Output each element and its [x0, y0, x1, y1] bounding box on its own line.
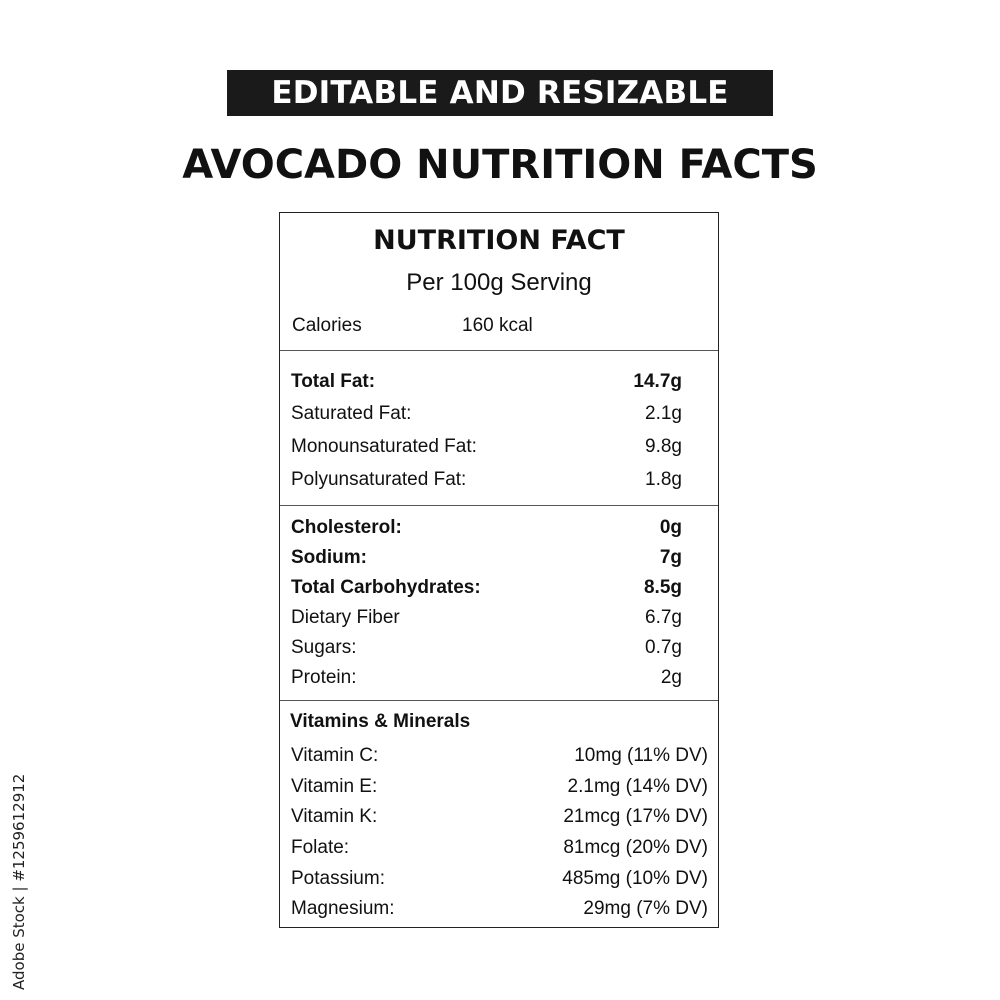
- vitamin-row: Vitamin K: 21mcg (17% DV): [280, 802, 718, 832]
- vitamin-value: 29mg (7% DV): [583, 898, 708, 919]
- nutrient-name: Polyunsaturated Fat:: [291, 469, 467, 490]
- nutrition-label: NUTRITION FACT Per 100g Serving Calories…: [279, 212, 719, 928]
- vitamin-value: 2.1mg (14% DV): [567, 776, 708, 797]
- label-header: NUTRITION FACT Per 100g Serving Calories…: [280, 213, 718, 351]
- nutrient-row: Sodium: 7g: [280, 543, 718, 573]
- nutrient-value: 7g: [659, 547, 682, 568]
- vitamin-value: 21mcg (17% DV): [563, 806, 708, 827]
- editable-banner: EDITABLE AND RESIZABLE: [227, 70, 773, 116]
- nutrient-name: Saturated Fat:: [291, 403, 412, 424]
- vitamin-name: Vitamin E:: [291, 776, 378, 797]
- nutrient-row: Total Fat: 14.7g: [280, 367, 718, 397]
- nutrient-row: Polyunsaturated Fat: 1.8g: [280, 465, 718, 495]
- nutrient-row: Monounsaturated Fat: 9.8g: [280, 432, 718, 462]
- nutrient-row: Sugars: 0.7g: [280, 633, 718, 663]
- nutrient-value: 2g: [660, 667, 682, 688]
- vitamins-heading: Vitamins & Minerals: [290, 711, 471, 732]
- nutrient-value: 14.7g: [633, 371, 682, 392]
- vitamin-name: Potassium:: [291, 868, 385, 889]
- nutrient-row: Saturated Fat: 2.1g: [280, 399, 718, 429]
- nutrient-row: Total Carbohydrates: 8.5g: [280, 573, 718, 603]
- nutrient-name: Total Fat:: [291, 371, 376, 392]
- nutrient-value: 0.7g: [645, 637, 682, 658]
- vitamin-name: Folate:: [291, 837, 350, 858]
- nutrient-row: Dietary Fiber 6.7g: [280, 603, 718, 633]
- cholesterol-carbs-section: Cholesterol: 0g Sodium: 7g Total Carbohy…: [280, 506, 718, 701]
- calories-label: Calories: [292, 315, 362, 336]
- stock-id-watermark: Adobe Stock | #1259612912: [10, 773, 28, 990]
- nutrient-name: Cholesterol:: [291, 517, 402, 538]
- calories-value: 160 kcal: [462, 315, 533, 336]
- vitamin-row: Vitamin E: 2.1mg (14% DV): [280, 772, 718, 802]
- nutrient-value: 1.8g: [645, 469, 682, 490]
- vitamin-value: 10mg (11% DV): [574, 745, 708, 766]
- vitamins-section: Vitamins & Minerals Vitamin C: 10mg (11%…: [280, 701, 718, 927]
- nutrient-value: 8.5g: [643, 577, 682, 598]
- nutrient-name: Sodium:: [291, 547, 367, 568]
- nutrient-value: 6.7g: [645, 607, 682, 628]
- vitamin-row: Vitamin C: 10mg (11% DV): [280, 741, 718, 771]
- nutrient-name: Dietary Fiber: [291, 607, 400, 628]
- vitamin-name: Vitamin C:: [291, 745, 379, 766]
- vitamin-row: Folate: 81mcg (20% DV): [280, 833, 718, 863]
- vitamin-value: 485mg (10% DV): [562, 868, 708, 889]
- serving-size: Per 100g Serving: [406, 269, 592, 296]
- page-title: AVOCADO NUTRITION FACTS: [182, 142, 818, 188]
- nutrient-row: Protein: 2g: [280, 663, 718, 693]
- nutrient-name: Total Carbohydrates:: [291, 577, 481, 598]
- nutrient-name: Sugars:: [291, 637, 357, 658]
- fat-section: Total Fat: 14.7g Saturated Fat: 2.1g Mon…: [280, 351, 718, 506]
- vitamin-value: 81mcg (20% DV): [563, 837, 708, 858]
- nutrient-value: 0g: [659, 517, 682, 538]
- nutrient-row: Cholesterol: 0g: [280, 513, 718, 543]
- vitamin-row: Potassium: 485mg (10% DV): [280, 864, 718, 894]
- nutrient-value: 9.8g: [645, 436, 682, 457]
- vitamin-name: Vitamin K:: [291, 806, 378, 827]
- nutrient-value: 2.1g: [645, 403, 682, 424]
- label-title: NUTRITION FACT: [373, 225, 625, 256]
- nutrient-name: Monounsaturated Fat:: [291, 436, 477, 457]
- nutrient-name: Protein:: [291, 667, 357, 688]
- vitamin-name: Magnesium:: [291, 898, 395, 919]
- vitamin-row: Magnesium: 29mg (7% DV): [280, 894, 718, 924]
